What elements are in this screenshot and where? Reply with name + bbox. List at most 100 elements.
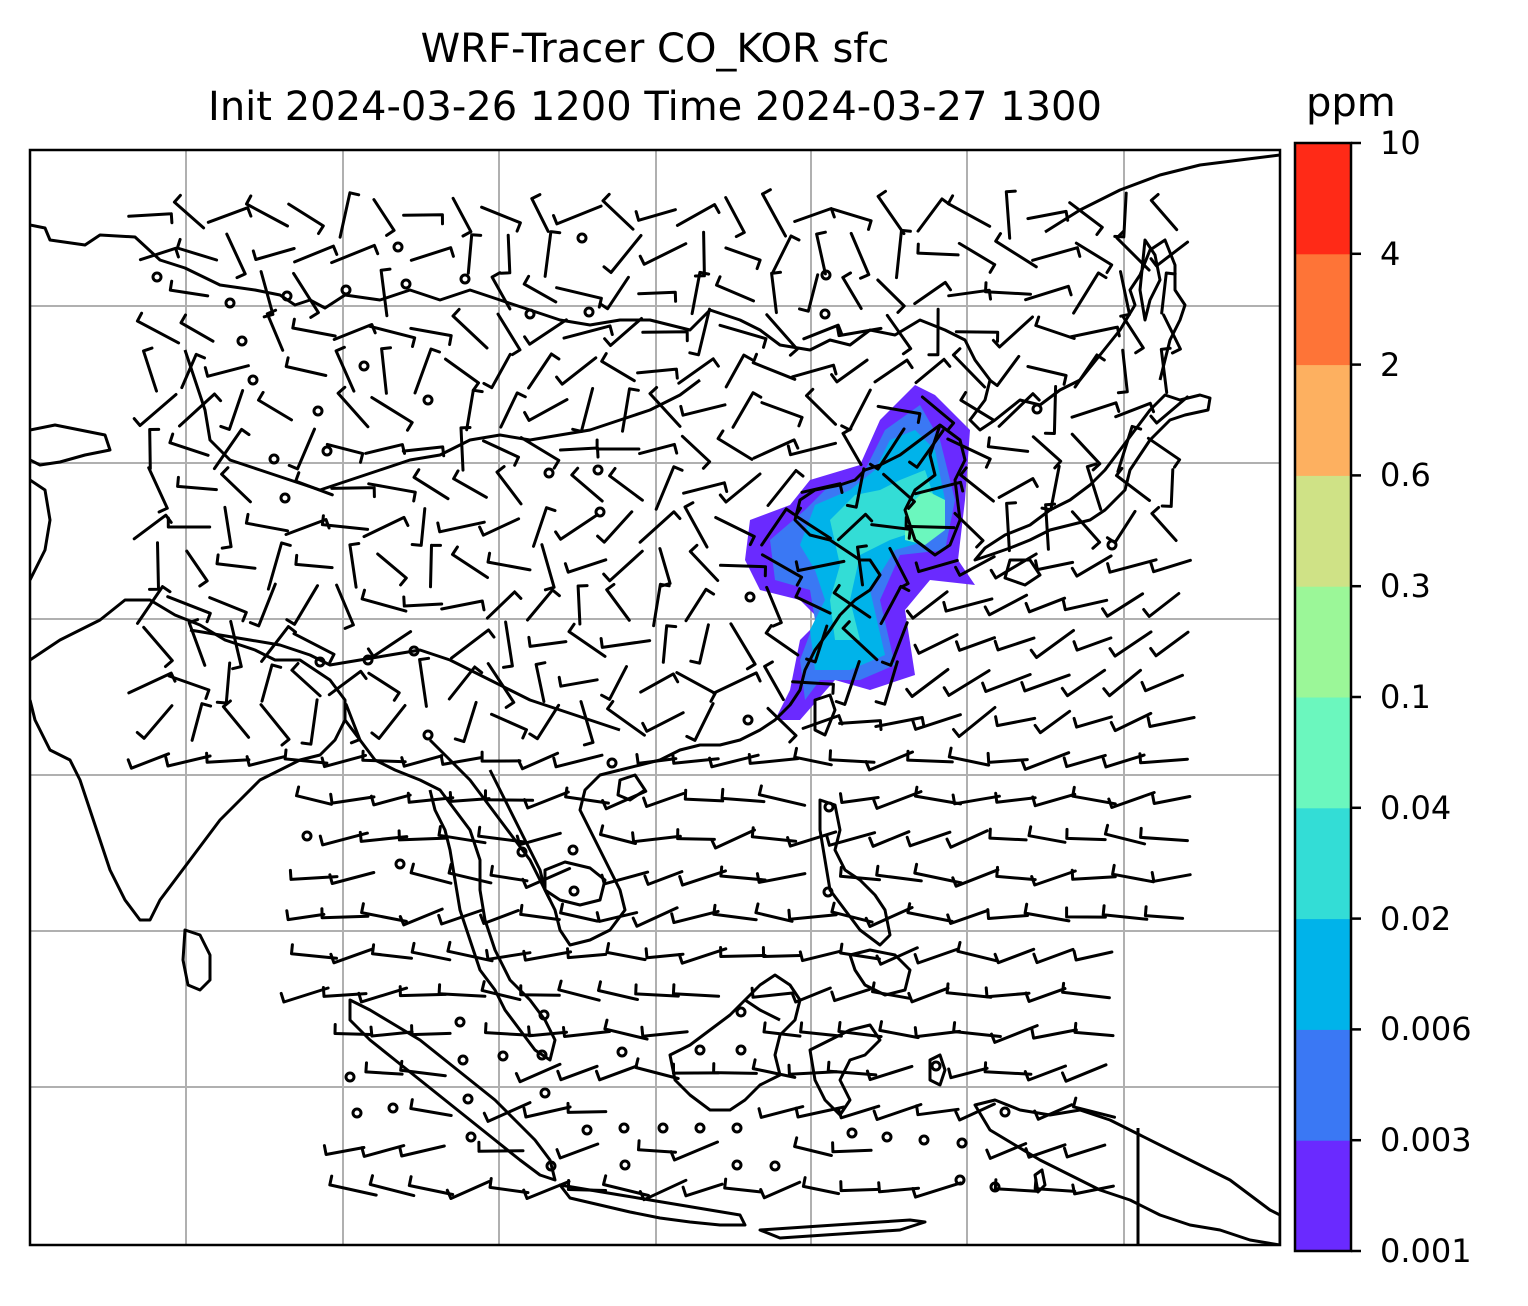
wind-barb [410, 507, 427, 547]
wind-barb [1142, 592, 1181, 618]
wind-barb [638, 510, 682, 544]
wind-barb [1143, 905, 1185, 920]
wind-barb [955, 636, 996, 652]
wind-barb [480, 980, 522, 1002]
wind-barb [993, 947, 1036, 965]
wind-barb [839, 792, 880, 804]
wind-barb [514, 1062, 562, 1084]
wind-barb [683, 501, 709, 549]
coast-java [558, 1183, 747, 1227]
wind-barb [675, 671, 717, 703]
calm-circle [394, 858, 406, 870]
calm-circle [823, 801, 835, 813]
wind-barb [482, 1101, 532, 1123]
wind-barb [990, 1024, 1039, 1044]
wind-barb [1026, 209, 1070, 222]
wind-barb [566, 947, 608, 960]
wind-barb [670, 909, 720, 925]
wind-barb [712, 1062, 758, 1075]
plume-level-5 [905, 490, 945, 545]
wind-barb [675, 203, 721, 227]
wind-barb [444, 357, 480, 392]
wind-barb [908, 429, 945, 469]
wind-barb [715, 275, 755, 303]
calm-circle [524, 308, 536, 320]
wind-barb [135, 704, 174, 740]
wind-barb [1149, 630, 1190, 658]
wind-barb [1159, 346, 1172, 395]
wind-barb [838, 719, 883, 731]
wind-barb [555, 356, 598, 386]
wind-barb [1072, 636, 1113, 652]
wind-barb [602, 549, 644, 583]
wind-barb [179, 313, 215, 343]
wind-barb [905, 590, 949, 620]
coast-sumatra [348, 998, 557, 1182]
wind-barb [540, 543, 556, 592]
wind-barb [519, 903, 561, 922]
colorbar-tick-label: 0.6 [1380, 456, 1431, 495]
wind-barb [1070, 554, 1113, 578]
wind-barb [914, 357, 952, 385]
wind-barb [770, 270, 782, 315]
wind-barb [994, 232, 1038, 269]
wind-barb [794, 1105, 846, 1119]
wind-barb [995, 865, 1037, 882]
wind-barb [285, 909, 326, 922]
wind-barb [597, 980, 639, 1001]
wind-barb [761, 946, 802, 958]
wind-barb [764, 624, 800, 657]
wind-barb [676, 828, 716, 841]
wind-barb [1071, 785, 1117, 806]
colorbar-segment [1295, 697, 1351, 809]
wind-barb [294, 471, 334, 497]
wind-barb [693, 230, 706, 278]
wind-barb [914, 558, 959, 574]
wind-barb [215, 661, 232, 705]
wind-barb [1072, 949, 1114, 962]
calm-circle [583, 306, 595, 318]
wind-barb [654, 465, 684, 511]
wind-barb [993, 636, 1036, 652]
wind-barb [465, 388, 484, 432]
wind-barb [1103, 823, 1147, 846]
wind-barb [879, 584, 911, 626]
calm-circle [465, 1131, 477, 1143]
wind-barb [1063, 1143, 1107, 1159]
calm-circle [1031, 403, 1043, 415]
wind-barb [360, 902, 408, 923]
wind-barb [294, 553, 334, 570]
colorbar-tick-label: 0.006 [1380, 1010, 1472, 1049]
wind-barb [410, 1024, 452, 1037]
wind-barb [915, 1104, 960, 1117]
wind-barb [447, 862, 493, 885]
calm-circle [279, 492, 291, 504]
wind-barb [800, 482, 844, 494]
wind-barb [870, 523, 912, 540]
wind-barb [906, 749, 954, 764]
wind-barb [212, 427, 251, 471]
wind-barb [641, 711, 685, 733]
colorbar-tick-label: 0.3 [1380, 567, 1431, 606]
wind-barb [875, 864, 923, 883]
wind-barb [608, 467, 644, 502]
wind-barb [718, 472, 762, 504]
wind-barb [325, 442, 365, 464]
wind-barb [719, 946, 767, 958]
wind-barb [634, 983, 680, 998]
calm-circle [930, 1060, 942, 1072]
calm-circle [592, 464, 604, 476]
calm-circle [422, 394, 434, 406]
coast-mindanao [848, 948, 912, 997]
wind-barb [875, 946, 919, 966]
calm-circle [247, 374, 259, 386]
wind-barb [834, 660, 861, 706]
wind-barb [905, 668, 950, 698]
wind-barb [684, 587, 716, 623]
calm-circle [744, 591, 756, 603]
wind-barb [988, 827, 1028, 842]
wind-barb [791, 680, 835, 695]
calm-circle [954, 1174, 966, 1186]
wind-barb [466, 233, 483, 275]
wind-barb [523, 398, 569, 422]
